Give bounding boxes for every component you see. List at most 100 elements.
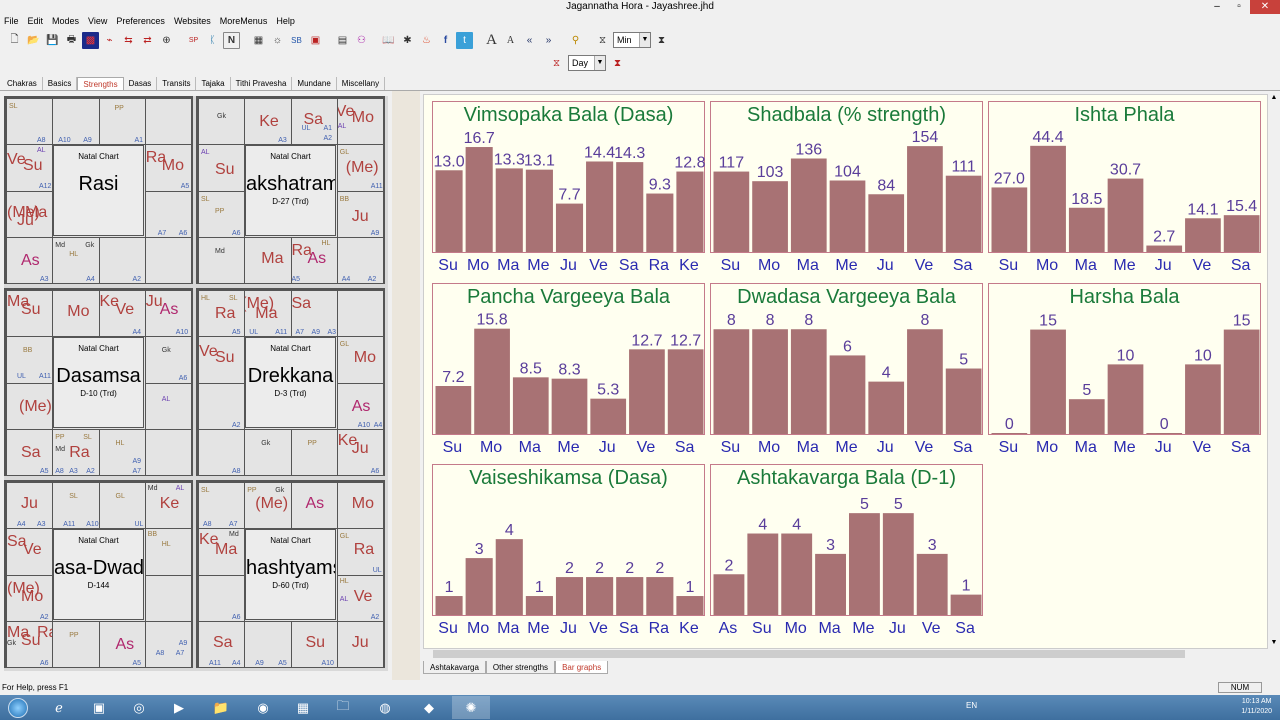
kp-icon[interactable]: ᛕ (209, 34, 216, 46)
menu-moremenus[interactable]: MoreMenus (219, 16, 268, 26)
house-cell[interactable]: A8 (198, 428, 246, 476)
print-icon[interactable]: 🖶 (66, 33, 77, 45)
house-cell[interactable]: A9 A8 A7 (144, 620, 192, 668)
house-cell[interactable]: A7 A6 (144, 190, 192, 238)
tab-tajaka[interactable]: Tajaka (196, 77, 231, 90)
close-button[interactable]: ✕ (1250, 0, 1280, 14)
house-cell[interactable]: SL A8 (6, 98, 54, 146)
chart-akshatrams[interactable]: Gk Ke A3 Sa UL A1 A2 Ve Mo AL Su AL (Me) GL A11 SL PP A6 J… (196, 96, 385, 284)
tab-chakras[interactable]: Chakras (2, 77, 43, 90)
jagannatha-hora-icon[interactable]: ✺ (452, 696, 490, 719)
house-cell[interactable]: A2 (198, 382, 246, 430)
house-cell[interactable]: A9 A5 (244, 620, 292, 668)
yantra-icon[interactable]: ✱ (403, 34, 412, 46)
subtab-other-strengths[interactable]: Other strengths (485, 661, 556, 674)
globe-icon[interactable]: ⊕ (162, 34, 171, 46)
font-smaller-icon[interactable]: A (506, 34, 515, 46)
sb-icon[interactable]: SB (291, 35, 302, 45)
house-cell[interactable]: PP A1 (98, 98, 146, 146)
spkh-icon[interactable]: SP (188, 36, 199, 44)
house-cell[interactable]: A4 A2 (336, 236, 384, 284)
house-cell[interactable]: HL A9 A7 (98, 428, 146, 476)
house-cell[interactable]: SL A11 A10 (52, 482, 100, 530)
menu-edit[interactable]: Edit (27, 16, 44, 26)
house-cell[interactable]: (Me) GL A11 (336, 144, 384, 192)
house-cell[interactable]: Ju BB A9 (336, 190, 384, 238)
house-cell[interactable]: Su A10 (290, 620, 338, 668)
tab-miscellany[interactable]: Miscellany (337, 77, 386, 90)
fire-icon[interactable]: ♨ (422, 34, 431, 46)
menu-view[interactable]: View (88, 16, 108, 26)
step-forward-icon[interactable]: ⧗ (613, 57, 622, 69)
menu-websites[interactable]: Websites (173, 16, 211, 26)
house-cell[interactable]: Gk (198, 98, 246, 146)
twitter-icon[interactable]: t (456, 31, 473, 49)
chart-hashtyams[interactable]: SL A8 A7 (Me) PP Gk As Mo Ke Ma Md Ra GL UL A6 Ve HL AL A2… (196, 480, 385, 668)
chart-style-icon[interactable]: ▩ (82, 31, 99, 49)
tab-transits[interactable]: Transits (157, 77, 197, 90)
house-cell[interactable]: MaSuRa Gk A6 (6, 620, 54, 668)
house-cell[interactable]: Ke Ma Md (198, 528, 246, 576)
house-cell[interactable]: AL (144, 382, 192, 430)
menu-preferences[interactable]: Preferences (116, 16, 165, 26)
house-cell[interactable]: As (290, 482, 338, 530)
vertical-scrollbar[interactable]: ▲ ▼ (1268, 94, 1280, 649)
chart-asa-dwada[interactable]: Ju A4 A3 SL A11 A10 GL UL Ke Md AL Sa Ve BB HL (Me) Mo A2… (4, 480, 193, 668)
house-cell[interactable]: Ve Mo AL (336, 98, 384, 146)
save-icon[interactable]: 💾 (46, 34, 59, 46)
file-explorer-icon[interactable]: 📁 (212, 699, 230, 715)
house-cell[interactable]: As A3 (6, 236, 54, 284)
key-icon[interactable]: ⚲ (571, 34, 580, 46)
menu-help[interactable]: Help (276, 16, 295, 26)
decrease-time-icon[interactable]: ⧖ (598, 34, 607, 46)
time-shift-icon[interactable]: ⇄ (143, 34, 152, 46)
house-cell[interactable]: Mo GL (336, 336, 384, 384)
house-cell[interactable]: Ke Ju A6 (336, 428, 384, 476)
house-cell[interactable]: Ra PP Md SL A8 A3 A2 (52, 428, 100, 476)
house-cell[interactable]: (Me) Mo A2 (6, 574, 54, 622)
tab-mundane[interactable]: Mundane (292, 77, 337, 90)
chart-drekkana[interactable]: Ra HL SL A5 (Me) Ma UL A11 Sa A7 A9 A3 Ve Su Mo GL A2 As A… (196, 288, 385, 476)
table-icon[interactable]: ▤ (337, 34, 348, 46)
house-cell[interactable]: A2 (98, 236, 146, 284)
house-cell[interactable]: (Me) (6, 382, 54, 430)
house-cell[interactable]: Ju A4 A3 (6, 482, 54, 530)
media-icon[interactable]: ◎ (133, 699, 145, 715)
house-cell[interactable]: Sa A5 (6, 428, 54, 476)
house-cell[interactable]: Md (198, 236, 246, 284)
data-icon[interactable]: ⌁ (106, 34, 113, 46)
house-cell[interactable]: Ke Md AL (144, 482, 192, 530)
house-cell[interactable]: Ra GL UL (336, 528, 384, 576)
house-cell[interactable]: Ra As HL A5 (290, 236, 338, 284)
house-cell[interactable]: Ve HL AL A2 (336, 574, 384, 622)
book-icon[interactable]: 📖 (382, 34, 395, 46)
sun-icon[interactable]: ☼ (272, 34, 283, 46)
house-cell[interactable]: PP (290, 428, 338, 476)
scroll-thumb[interactable] (433, 650, 1185, 658)
house-cell[interactable]: Ve Su (198, 336, 246, 384)
tab-tithi-pravesha[interactable]: Tithi Pravesha (231, 77, 293, 90)
house-cell[interactable]: BB HL (144, 528, 192, 576)
house-cell[interactable]: SL A8 A7 (198, 482, 246, 530)
house-cell[interactable]: Gk (244, 428, 292, 476)
time-unit-select[interactable]: Min ▼ (613, 32, 651, 48)
scroll-down-icon[interactable]: ▼ (1270, 639, 1278, 646)
n-icon[interactable]: N (223, 31, 240, 49)
subtab-bar-graphs[interactable]: Bar graphs (555, 661, 609, 674)
house-cell[interactable]: Ju As A10 (144, 290, 192, 338)
house-cell[interactable]: Ra Mo A5 (144, 144, 192, 192)
house-cell[interactable] (144, 236, 192, 284)
house-cell[interactable]: Sa A7 A9 A3 (290, 290, 338, 338)
house-cell[interactable]: Ke Ve A4 (98, 290, 146, 338)
increase-time-icon[interactable]: ⧗ (657, 34, 666, 46)
forward-icon[interactable]: » (545, 34, 552, 46)
scroll-up-icon[interactable]: ▲ (1270, 94, 1278, 101)
house-cell[interactable]: Ra HL SL A5 (198, 290, 246, 338)
open-folder-icon[interactable]: 📂 (27, 34, 40, 46)
step-unit-select[interactable]: Day ▼ (568, 55, 606, 71)
house-cell[interactable]: (Me) PP Gk (244, 482, 292, 530)
house-cell[interactable] (336, 290, 384, 338)
house-cell[interactable]: Ke A3 (244, 98, 292, 146)
house-cell[interactable]: Sa UL A1 A2 (290, 98, 338, 146)
house-cell[interactable]: Ju (336, 620, 384, 668)
